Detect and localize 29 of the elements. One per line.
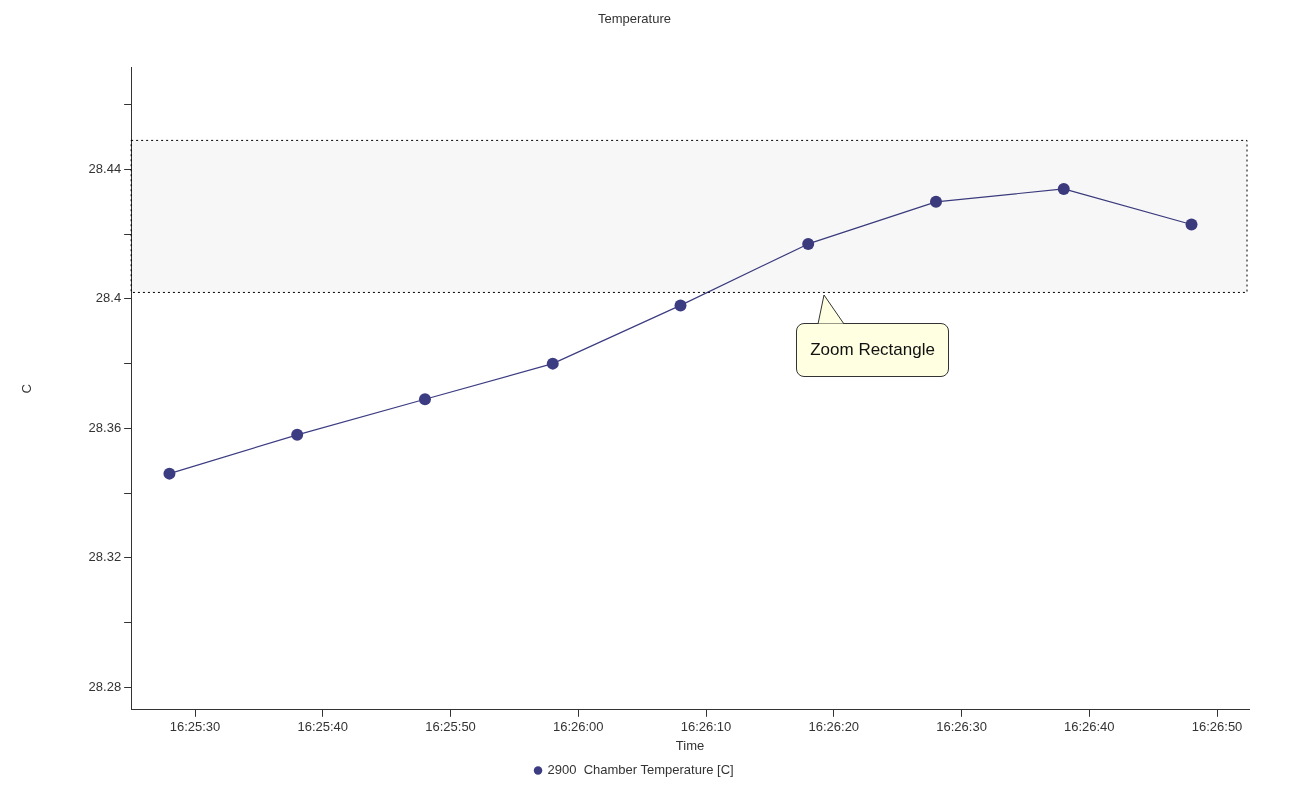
callout: Zoom Rectangle	[796, 294, 949, 378]
point	[291, 428, 304, 441]
x-tick-label: 16:26:00	[552, 719, 604, 735]
x-tick-label: 16:26:50	[1191, 719, 1243, 735]
y-tick-label: 28.28	[88, 678, 122, 694]
x-tick-label: 16:26:20	[808, 719, 860, 735]
x-tick-label: 16:26:30	[936, 719, 987, 735]
point	[163, 467, 176, 480]
point	[546, 357, 559, 370]
x-tick-label: 16:25:30	[169, 719, 221, 735]
legend-label: 2900 Chamber Temperature [C]	[547, 762, 734, 778]
y-tick-label: 28.36	[88, 419, 122, 435]
x-tick-label: 16:25:50	[425, 719, 476, 735]
y-axis-title: C	[19, 384, 35, 394]
x-tick-label: 16:26:10	[680, 719, 732, 735]
y-tick-label: 28.4	[95, 290, 122, 306]
band-label: Zoom Rectangle	[796, 323, 949, 378]
point	[929, 195, 942, 208]
chart-title: Temperature	[598, 11, 671, 27]
point	[418, 393, 431, 406]
x-axis-title: Time	[675, 737, 705, 753]
y-tick-label: 28.32	[88, 549, 122, 565]
x-tick-label: 16:25:40	[297, 719, 349, 735]
point	[1185, 218, 1198, 231]
point	[1057, 182, 1070, 195]
y-tick-label: 28.44	[88, 161, 122, 177]
point	[802, 237, 815, 250]
x-tick-label: 16:26:40	[1063, 719, 1115, 735]
point	[674, 299, 687, 312]
